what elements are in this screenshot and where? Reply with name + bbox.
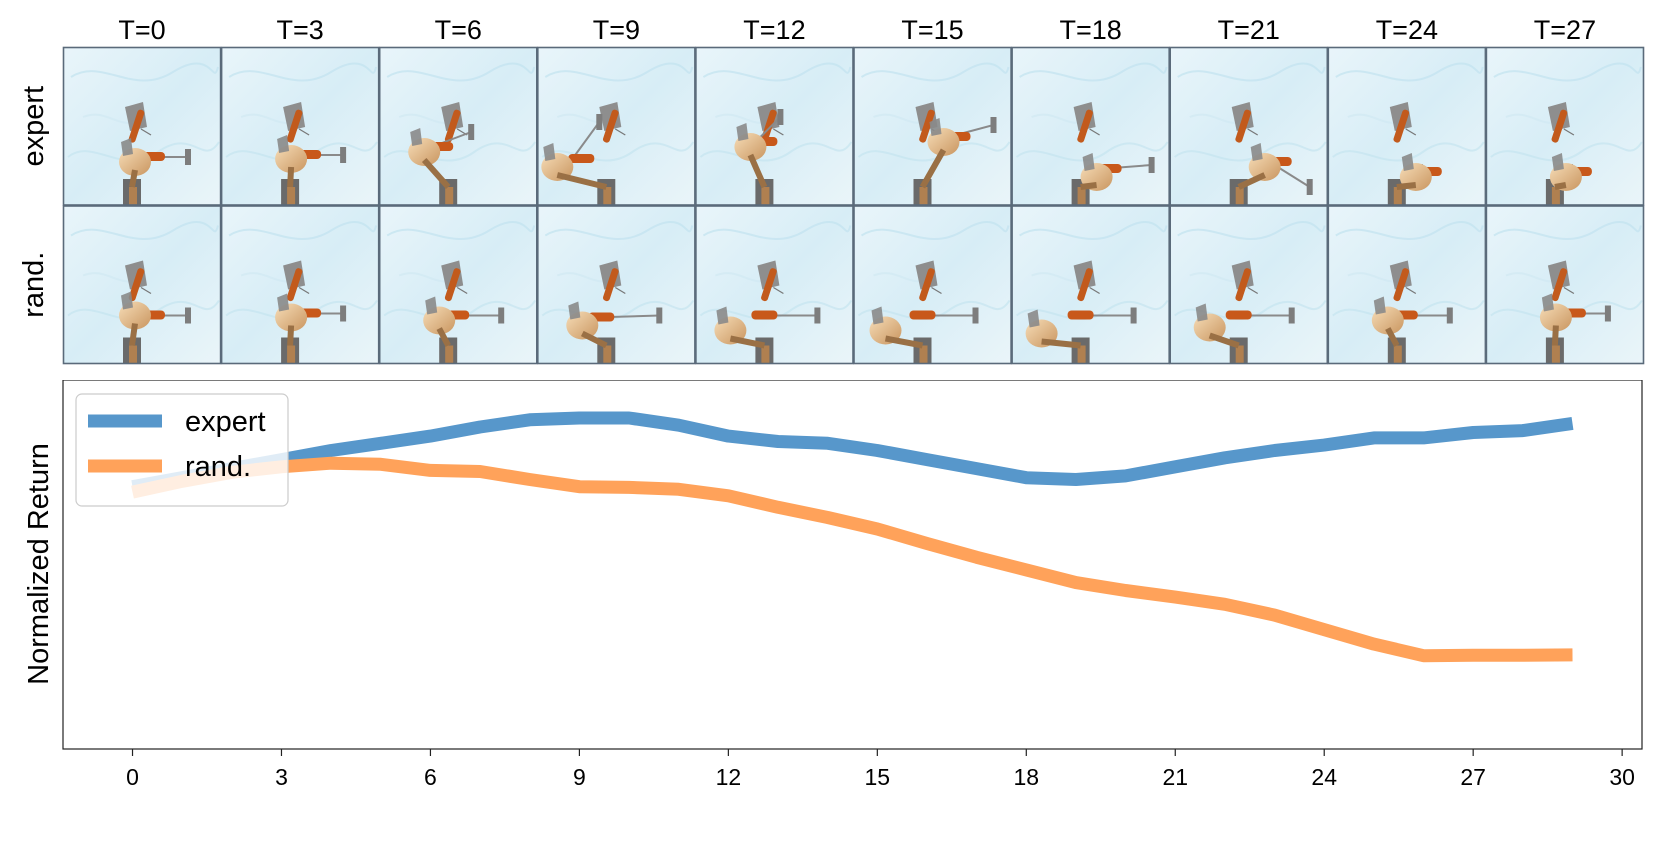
frame-thumbnail [1327,205,1487,365]
time-label: T=6 [435,15,482,45]
frame-thumbnail [378,205,538,365]
x-tick-label: 9 [573,764,586,790]
time-label: T=27 [1534,15,1596,45]
frame-thumbnail [220,46,380,206]
x-tick-label: 24 [1311,764,1337,790]
x-tick-label: 21 [1162,764,1188,790]
time-label: T=0 [118,15,165,45]
x-tick-label: 27 [1460,764,1486,790]
x-tick-label: 6 [424,764,437,790]
time-label: T=12 [743,15,805,45]
frame-thumbnail [695,205,854,365]
frame-thumbnail [853,46,1012,206]
frame-thumbnail [378,46,538,206]
time-label: T=9 [593,15,640,45]
filmstrip: T=0 T=3 T=6 T=9 T=12 T=15 T=18 T=21 T=24 T=27 exp… [18,15,1645,365]
time-label: T=24 [1376,15,1438,45]
row-label: expert [18,86,50,167]
series-line-rand [131,456,1573,663]
frame-thumbnail [1169,46,1329,206]
x-tick-label: 3 [275,764,288,790]
time-label: T=15 [901,15,963,45]
legend-label: expert [185,406,266,438]
legend-label: rand. [185,451,251,483]
time-label: T=18 [1060,15,1122,45]
frame-thumbnail [220,205,380,365]
x-tick-label: 15 [865,764,891,790]
frame-thumbnail [1327,46,1487,206]
y-axis-label: Normalized Return [23,443,55,685]
series-line-expert [131,411,1574,494]
return-chart: 0 3 6 9 12 15 18 21 24 27 30 Normalized Return exp… [23,380,1643,790]
frame-thumbnail [1169,205,1329,365]
frame-thumbnail [1011,46,1170,206]
frame-thumbnail [1485,46,1645,206]
time-label: T=3 [277,15,324,45]
x-tick-label: 0 [126,764,139,790]
time-label: T=21 [1218,15,1280,45]
frame-thumbnail [536,46,696,206]
frame-thumbnail [62,205,222,365]
legend: expert rand. [75,393,289,507]
x-tick-label: 18 [1013,764,1039,790]
frame-thumbnail [1011,205,1170,365]
frame-thumbnail [536,205,696,365]
row-label: rand. [18,252,50,318]
frame-thumbnail [1485,205,1645,365]
x-tick-label: 12 [716,764,742,790]
x-tick-label: 30 [1609,764,1635,790]
frame-thumbnail [62,46,222,206]
frame-thumbnail [695,46,854,206]
frame-thumbnail [853,205,1012,365]
